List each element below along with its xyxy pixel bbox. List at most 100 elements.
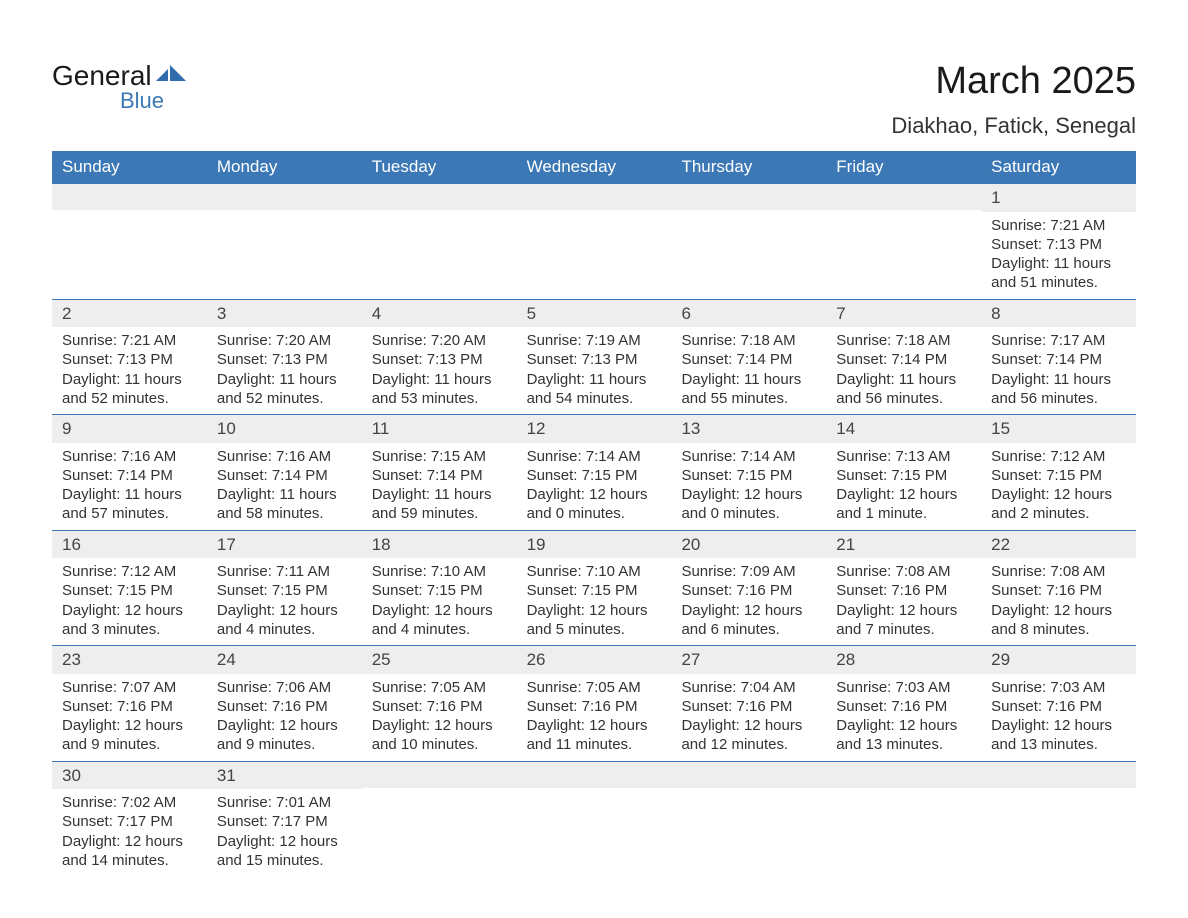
sunset-text: Sunset: 7:17 PM [62,812,197,831]
sunset-text: Sunset: 7:14 PM [62,466,197,485]
daylight-text-2: and 5 minutes. [527,620,662,639]
sunset-text: Sunset: 7:16 PM [62,697,197,716]
day-body: Sunrise: 7:08 AMSunset: 7:16 PMDaylight:… [826,558,981,645]
daylight-text-2: and 11 minutes. [527,735,662,754]
day-number: 22 [981,531,1136,559]
sunrise-text: Sunrise: 7:06 AM [217,678,352,697]
sunrise-text: Sunrise: 7:12 AM [62,562,197,581]
daylight-text-1: Daylight: 12 hours [681,716,816,735]
sunset-text: Sunset: 7:16 PM [991,697,1126,716]
day-body: Sunrise: 7:11 AMSunset: 7:15 PMDaylight:… [207,558,362,645]
day-number: 17 [207,531,362,559]
sunset-text: Sunset: 7:16 PM [991,581,1126,600]
day-number: 12 [517,415,672,443]
sunrise-text: Sunrise: 7:18 AM [836,331,971,350]
day-cell: 3Sunrise: 7:20 AMSunset: 7:13 PMDaylight… [207,300,362,415]
week-row: 30Sunrise: 7:02 AMSunset: 7:17 PMDayligh… [52,761,1136,877]
day-cell: 6Sunrise: 7:18 AMSunset: 7:14 PMDaylight… [671,300,826,415]
day-body: Sunrise: 7:16 AMSunset: 7:14 PMDaylight:… [52,443,207,530]
daylight-text-1: Daylight: 11 hours [527,370,662,389]
week-row: 16Sunrise: 7:12 AMSunset: 7:15 PMDayligh… [52,530,1136,646]
day-body: Sunrise: 7:03 AMSunset: 7:16 PMDaylight:… [826,674,981,761]
day-body: Sunrise: 7:19 AMSunset: 7:13 PMDaylight:… [517,327,672,414]
page-title: March 2025 [891,60,1136,103]
day-number: 19 [517,531,672,559]
day-cell: 22Sunrise: 7:08 AMSunset: 7:16 PMDayligh… [981,531,1136,646]
weekday-header-cell: Saturday [981,151,1136,183]
day-number [826,762,981,788]
day-number: 27 [671,646,826,674]
sunset-text: Sunset: 7:14 PM [372,466,507,485]
sunrise-text: Sunrise: 7:14 AM [527,447,662,466]
day-number: 23 [52,646,207,674]
day-body: Sunrise: 7:15 AMSunset: 7:14 PMDaylight:… [362,443,517,530]
day-number [362,184,517,210]
day-body [517,788,672,798]
day-cell [362,762,517,877]
day-number: 18 [362,531,517,559]
day-body [362,788,517,798]
day-number: 11 [362,415,517,443]
daylight-text-2: and 0 minutes. [681,504,816,523]
sunset-text: Sunset: 7:14 PM [991,350,1126,369]
day-cell: 9Sunrise: 7:16 AMSunset: 7:14 PMDaylight… [52,415,207,530]
day-cell: 23Sunrise: 7:07 AMSunset: 7:16 PMDayligh… [52,646,207,761]
weekday-header-cell: Monday [207,151,362,183]
day-cell [671,184,826,299]
day-number: 30 [52,762,207,790]
day-body: Sunrise: 7:10 AMSunset: 7:15 PMDaylight:… [517,558,672,645]
day-number: 1 [981,184,1136,212]
daylight-text-2: and 3 minutes. [62,620,197,639]
sunrise-text: Sunrise: 7:12 AM [991,447,1126,466]
sunrise-text: Sunrise: 7:03 AM [991,678,1126,697]
day-body: Sunrise: 7:17 AMSunset: 7:14 PMDaylight:… [981,327,1136,414]
day-number [207,184,362,210]
day-body [826,210,981,220]
daylight-text-2: and 55 minutes. [681,389,816,408]
day-number: 24 [207,646,362,674]
day-cell [826,762,981,877]
day-body: Sunrise: 7:07 AMSunset: 7:16 PMDaylight:… [52,674,207,761]
day-body: Sunrise: 7:16 AMSunset: 7:14 PMDaylight:… [207,443,362,530]
day-number [517,762,672,788]
day-cell: 25Sunrise: 7:05 AMSunset: 7:16 PMDayligh… [362,646,517,761]
daylight-text-1: Daylight: 12 hours [681,485,816,504]
day-body: Sunrise: 7:05 AMSunset: 7:16 PMDaylight:… [517,674,672,761]
day-number: 15 [981,415,1136,443]
day-number: 8 [981,300,1136,328]
day-body: Sunrise: 7:12 AMSunset: 7:15 PMDaylight:… [981,443,1136,530]
daylight-text-1: Daylight: 11 hours [372,485,507,504]
daylight-text-2: and 58 minutes. [217,504,352,523]
daylight-text-1: Daylight: 12 hours [836,485,971,504]
sunrise-text: Sunrise: 7:08 AM [836,562,971,581]
daylight-text-2: and 10 minutes. [372,735,507,754]
day-number [826,184,981,210]
day-number: 14 [826,415,981,443]
daylight-text-1: Daylight: 12 hours [62,716,197,735]
daylight-text-2: and 53 minutes. [372,389,507,408]
weeks-container: 1 Sunrise: 7:21 AM Sunset: 7:13 PM Daylight… [52,183,1136,876]
daylight-text-1: Daylight: 12 hours [62,832,197,851]
sunset-text: Sunset: 7:15 PM [991,466,1126,485]
day-cell [517,184,672,299]
day-cell: 16Sunrise: 7:12 AMSunset: 7:15 PMDayligh… [52,531,207,646]
daylight-text-1: Daylight: 11 hours [62,485,197,504]
sunset-text: Sunset: 7:13 PM [217,350,352,369]
sunrise-text: Sunrise: 7:21 AM [991,216,1126,235]
day-body: Sunrise: 7:20 AMSunset: 7:13 PMDaylight:… [207,327,362,414]
day-body: Sunrise: 7:04 AMSunset: 7:16 PMDaylight:… [671,674,826,761]
day-body [981,788,1136,798]
day-cell: 17Sunrise: 7:11 AMSunset: 7:15 PMDayligh… [207,531,362,646]
sunset-text: Sunset: 7:16 PM [217,697,352,716]
sunrise-text: Sunrise: 7:08 AM [991,562,1126,581]
daylight-text-1: Daylight: 12 hours [681,601,816,620]
weekday-header-cell: Tuesday [362,151,517,183]
daylight-text-2: and 12 minutes. [681,735,816,754]
day-body: Sunrise: 7:10 AMSunset: 7:15 PMDaylight:… [362,558,517,645]
day-body [517,210,672,220]
sunrise-text: Sunrise: 7:05 AM [527,678,662,697]
day-number: 4 [362,300,517,328]
day-cell: 18Sunrise: 7:10 AMSunset: 7:15 PMDayligh… [362,531,517,646]
sunrise-text: Sunrise: 7:17 AM [991,331,1126,350]
day-number: 7 [826,300,981,328]
